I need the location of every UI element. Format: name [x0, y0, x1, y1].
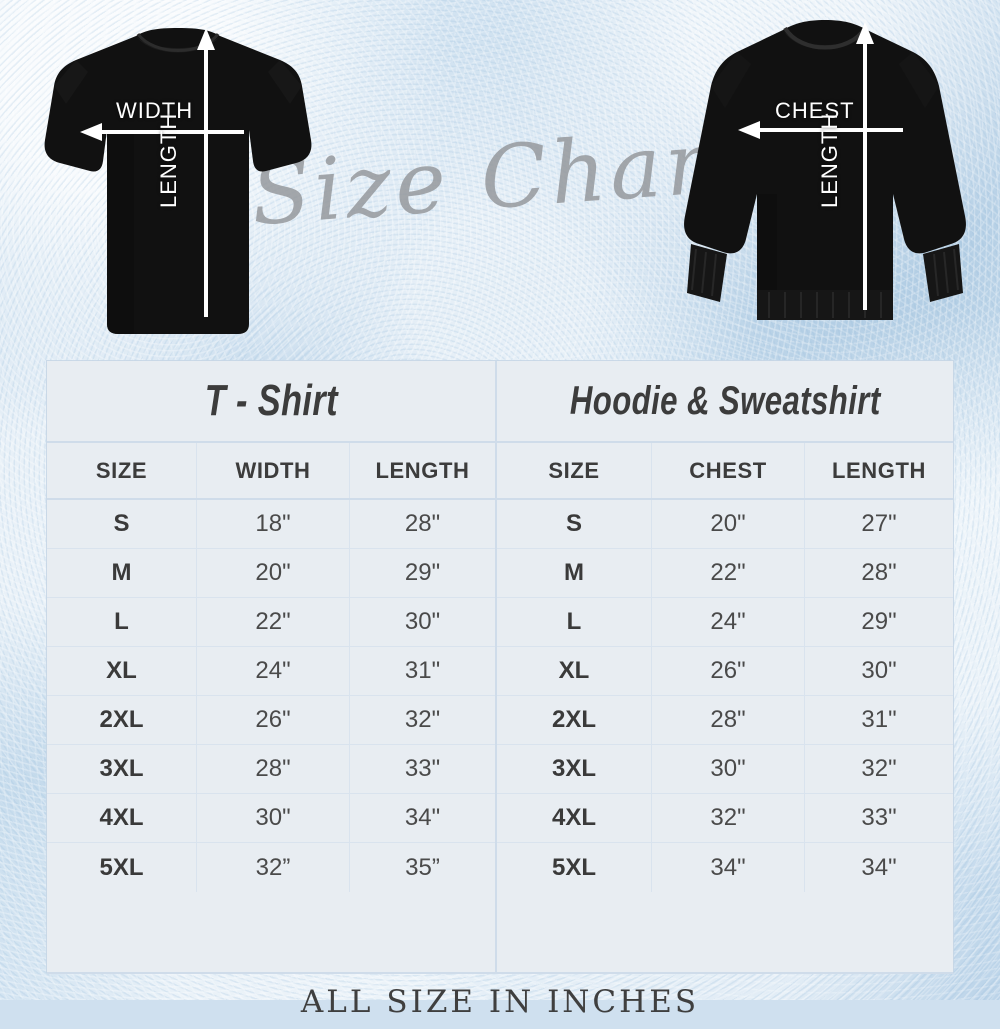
cell-size: S — [47, 500, 197, 548]
table-row: M 22" 28" — [497, 549, 953, 598]
cell-length: 30" — [404, 608, 441, 635]
cell-size: 4XL — [497, 794, 652, 842]
cell-length: 27" — [861, 510, 897, 537]
table-row: 2XL 26" 32" — [47, 696, 495, 745]
cell-size: 4XL — [47, 794, 197, 842]
cell-chest: 28" — [652, 696, 805, 744]
table-row: 3XL 30" 32" — [497, 745, 953, 794]
cell-length: 34" — [404, 804, 441, 831]
table-row: L 22" 30" — [47, 598, 495, 647]
hoodie-measurement-arrows — [738, 22, 903, 310]
table-row: 5XL 32” 35” — [47, 843, 495, 892]
cell-chest: 26" — [652, 647, 805, 695]
cell-width: 28" — [197, 745, 350, 793]
cell-length: 33" — [861, 804, 897, 831]
table-row: L 24" 29" — [497, 598, 953, 647]
cell-size: XL — [497, 647, 652, 695]
cell-width: 20" — [197, 549, 350, 597]
table-row: M 20" 29" — [47, 549, 495, 598]
table-header-row: SIZE WIDTH LENGTH — [47, 443, 495, 500]
cell-length: 28" — [861, 559, 897, 586]
table-row: XL 26" 30" — [497, 647, 953, 696]
units-footnote: ALL SIZE IN INCHES — [47, 972, 953, 1029]
hoodie-chest-label: CHEST — [775, 98, 855, 123]
cell-width: 22" — [197, 598, 350, 646]
cell-chest: 34" — [652, 843, 805, 892]
header-chest: CHEST — [652, 443, 805, 498]
cell-width: 24" — [197, 647, 350, 695]
tshirt-size-table: SIZE WIDTH LENGTH S 18" 28" M 20" 29" L … — [47, 443, 497, 972]
cell-size: L — [47, 598, 197, 646]
cell-chest: 20" — [652, 500, 805, 548]
table-row: XL 24" 31" — [47, 647, 495, 696]
cell-size: 3XL — [47, 745, 197, 793]
cell-width: 18" — [197, 500, 350, 548]
table-row: 2XL 28" 31" — [497, 696, 953, 745]
table-row: 3XL 28" 33" — [47, 745, 495, 794]
table-row: 5XL 34" 34" — [497, 843, 953, 892]
table-title-tshirt-text: T - Shirt — [204, 376, 338, 425]
cell-size: L — [497, 598, 652, 646]
cell-length: 29" — [861, 608, 897, 635]
table-titles-row: T - Shirt Hoodie & Sweatshirt — [47, 361, 953, 443]
tshirt-silhouette — [44, 28, 312, 334]
cell-width: 30" — [197, 794, 350, 842]
cell-size: XL — [47, 647, 197, 695]
cell-size: 2XL — [47, 696, 197, 744]
table-title-hoodie-text: Hoodie & Sweatshirt — [569, 378, 881, 423]
tshirt-illustration: WIDTH LENGTH — [28, 12, 328, 352]
cell-chest: 24" — [652, 598, 805, 646]
cell-length: 32" — [404, 706, 441, 733]
header-size: SIZE — [47, 443, 197, 498]
cell-chest: 22" — [652, 549, 805, 597]
table-header-row: SIZE CHEST LENGTH — [497, 443, 953, 500]
table-title-tshirt: T - Shirt — [47, 361, 497, 441]
cell-chest: 32" — [652, 794, 805, 842]
cell-size: 2XL — [497, 696, 652, 744]
header-length: LENGTH — [831, 457, 927, 483]
tshirt-measurement-arrows — [80, 28, 244, 317]
cell-size: 3XL — [497, 745, 652, 793]
table-title-hoodie: Hoodie & Sweatshirt — [497, 361, 953, 441]
cell-length: 30" — [861, 657, 897, 684]
cell-length: 34" — [861, 853, 897, 881]
tshirt-length-label: LENGTH — [156, 112, 181, 208]
table-row: S 20" 27" — [497, 500, 953, 549]
size-chart-panel: T - Shirt Hoodie & Sweatshirt SIZE WIDTH… — [47, 361, 953, 1020]
hoodie-sweatshirt-illustration: CHEST LENGTH — [665, 8, 977, 353]
hoodie-size-table: SIZE CHEST LENGTH S 20" 27" M 22" 28" L … — [497, 443, 953, 972]
cell-size: M — [47, 549, 197, 597]
header-length: LENGTH — [375, 457, 470, 483]
cell-length: 31" — [861, 706, 897, 733]
cell-width: 26" — [197, 696, 350, 744]
header-width: WIDTH — [197, 443, 350, 498]
cell-size: S — [497, 500, 652, 548]
table-row: 4XL 30" 34" — [47, 794, 495, 843]
tshirt-width-label: WIDTH — [116, 98, 194, 123]
cell-length: 33" — [404, 755, 441, 782]
cell-width: 32” — [197, 843, 350, 892]
table-row: 4XL 32" 33" — [497, 794, 953, 843]
sweatshirt-silhouette — [684, 20, 966, 320]
cell-length: 32" — [861, 755, 897, 782]
cell-size: 5XL — [497, 843, 652, 892]
cell-length: 28" — [404, 510, 441, 537]
header-size: SIZE — [497, 443, 652, 498]
cell-length: 31" — [404, 657, 441, 684]
cell-chest: 30" — [652, 745, 805, 793]
hoodie-length-label: LENGTH — [817, 112, 842, 208]
cell-length: 29" — [404, 559, 441, 586]
size-tables-grid: SIZE WIDTH LENGTH S 18" 28" M 20" 29" L … — [47, 443, 953, 972]
cell-size: 5XL — [47, 843, 197, 892]
table-row: S 18" 28" — [47, 500, 495, 549]
cell-length: 35” — [405, 853, 440, 881]
cell-size: M — [497, 549, 652, 597]
